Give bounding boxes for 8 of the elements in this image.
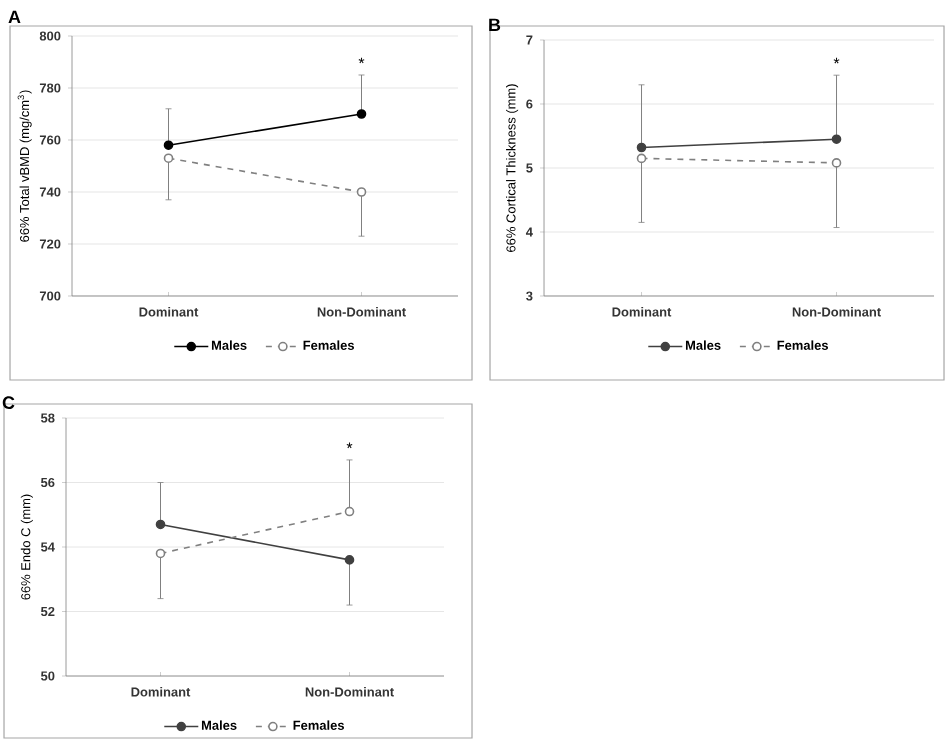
point bbox=[344, 506, 355, 517]
point bbox=[636, 142, 647, 153]
chart-title: B bbox=[489, 18, 501, 31]
chart-title: C bbox=[2, 396, 15, 410]
point bbox=[155, 548, 166, 559]
point bbox=[636, 153, 647, 164]
point bbox=[155, 519, 166, 530]
chart-title: A bbox=[8, 10, 21, 23]
